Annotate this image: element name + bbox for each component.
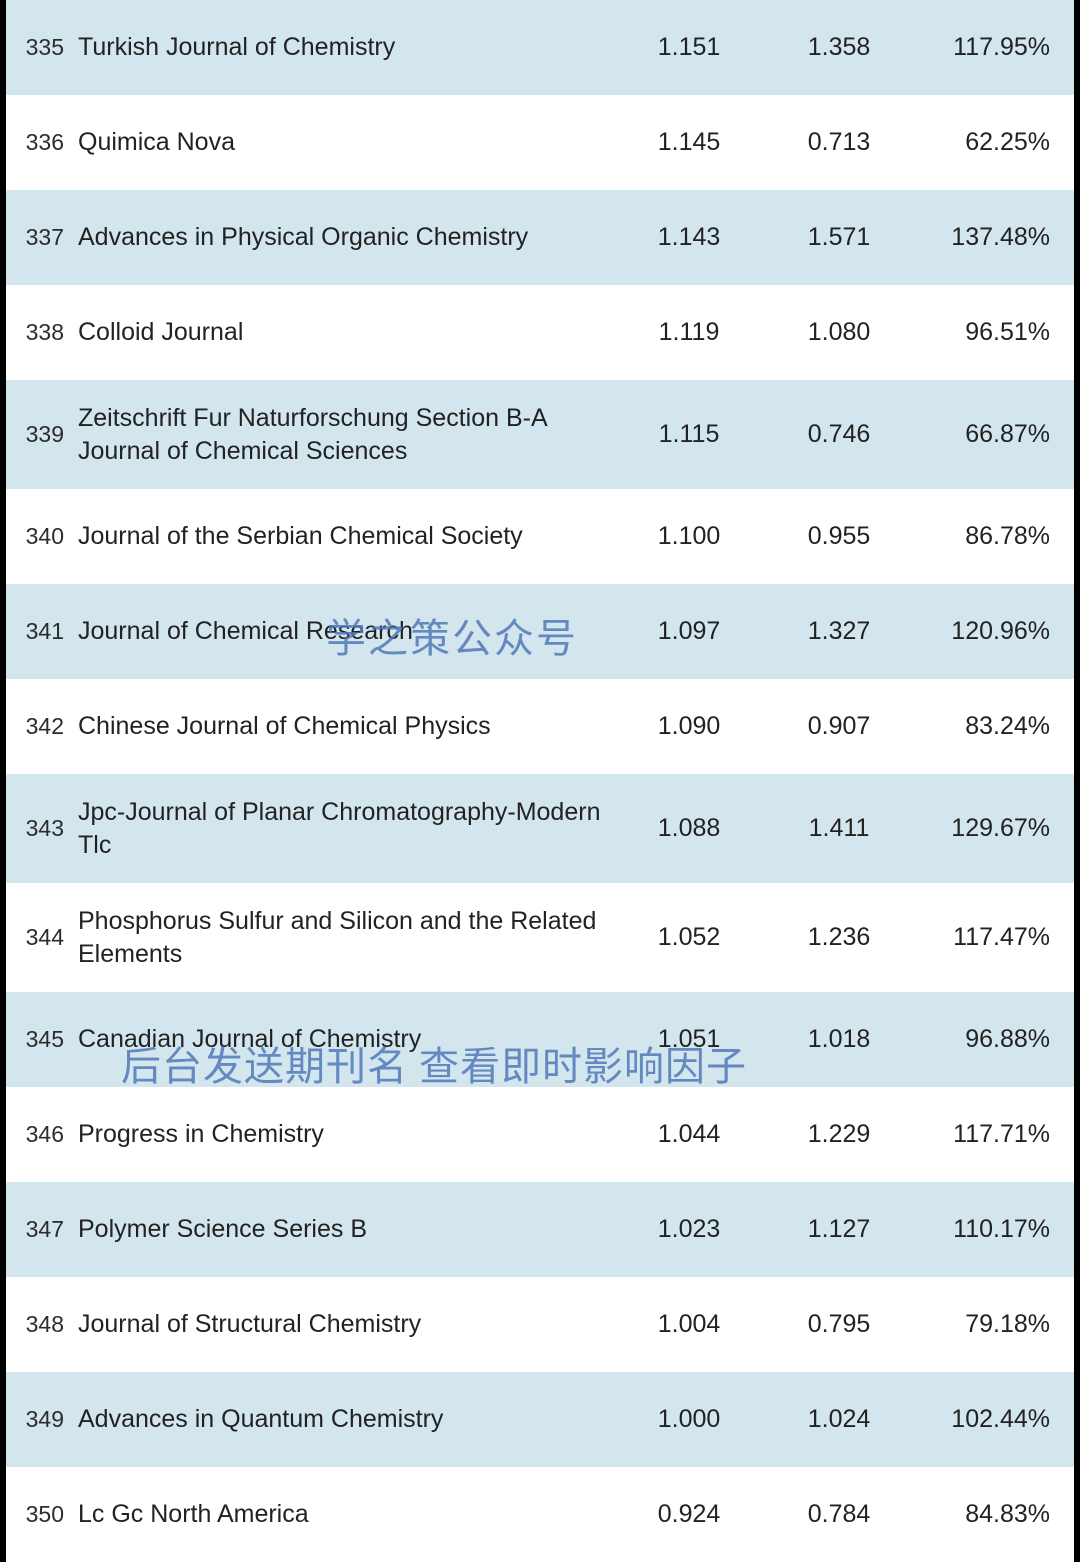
table-row: 337Advances in Physical Organic Chemistr… xyxy=(6,190,1074,285)
value1-cell: 0.924 xyxy=(614,1500,764,1529)
journal-rankings-table: 335Turkish Journal of Chemistry1.1511.35… xyxy=(6,0,1074,1562)
rank-cell: 345 xyxy=(6,1026,78,1053)
table-row: 349Advances in Quantum Chemistry1.0001.0… xyxy=(6,1372,1074,1467)
value1-cell: 1.100 xyxy=(614,522,764,551)
journal-name-cell: Journal of Structural Chemistry xyxy=(78,1308,614,1341)
rank-cell: 340 xyxy=(6,523,78,550)
value2-cell: 1.229 xyxy=(764,1120,914,1149)
table-row: 338Colloid Journal1.1191.08096.51% xyxy=(6,285,1074,380)
journal-name-cell: Colloid Journal xyxy=(78,316,614,349)
value2-cell: 1.327 xyxy=(764,617,914,646)
value1-cell: 1.119 xyxy=(614,318,764,347)
value2-cell: 0.795 xyxy=(764,1310,914,1339)
value2-cell: 1.571 xyxy=(764,223,914,252)
table-row: 335Turkish Journal of Chemistry1.1511.35… xyxy=(6,0,1074,95)
journal-name-cell: Journal of the Serbian Chemical Society xyxy=(78,520,614,553)
value1-cell: 1.044 xyxy=(614,1120,764,1149)
percent-cell: 137.48% xyxy=(914,223,1074,252)
table-row: 346Progress in Chemistry1.0441.229117.71… xyxy=(6,1087,1074,1182)
rank-cell: 343 xyxy=(6,815,78,842)
percent-cell: 62.25% xyxy=(914,128,1074,157)
journal-name-cell: Jpc-Journal of Planar Chromatography-Mod… xyxy=(78,796,614,861)
journal-name-cell: Phosphorus Sulfur and Silicon and the Re… xyxy=(78,905,614,970)
table-row: 347Polymer Science Series B1.0231.127110… xyxy=(6,1182,1074,1277)
rank-cell: 344 xyxy=(6,924,78,951)
value1-cell: 1.088 xyxy=(614,814,764,843)
rank-cell: 346 xyxy=(6,1121,78,1148)
percent-cell: 117.71% xyxy=(914,1120,1074,1149)
journal-name-cell: Canadian Journal of Chemistry xyxy=(78,1023,614,1056)
journal-name-cell: Progress in Chemistry xyxy=(78,1118,614,1151)
rank-cell: 339 xyxy=(6,421,78,448)
journal-name-cell: Journal of Chemical Research xyxy=(78,615,614,648)
table-row: 342Chinese Journal of Chemical Physics1.… xyxy=(6,679,1074,774)
value1-cell: 1.052 xyxy=(614,923,764,952)
table-row: 348Journal of Structural Chemistry1.0040… xyxy=(6,1277,1074,1372)
percent-cell: 117.95% xyxy=(914,33,1074,62)
percent-cell: 84.83% xyxy=(914,1500,1074,1529)
value1-cell: 1.051 xyxy=(614,1025,764,1054)
value2-cell: 0.713 xyxy=(764,128,914,157)
value2-cell: 1.127 xyxy=(764,1215,914,1244)
value1-cell: 1.115 xyxy=(614,420,764,449)
value1-cell: 1.143 xyxy=(614,223,764,252)
rank-cell: 350 xyxy=(6,1501,78,1528)
journal-name-cell: Zeitschrift Fur Naturforschung Section B… xyxy=(78,402,614,467)
value2-cell: 0.746 xyxy=(764,420,914,449)
percent-cell: 129.67% xyxy=(914,814,1074,843)
rank-cell: 342 xyxy=(6,713,78,740)
table-row: 344Phosphorus Sulfur and Silicon and the… xyxy=(6,883,1074,992)
percent-cell: 117.47% xyxy=(914,923,1074,952)
rank-cell: 347 xyxy=(6,1216,78,1243)
value2-cell: 1.236 xyxy=(764,923,914,952)
rank-cell: 348 xyxy=(6,1311,78,1338)
journal-name-cell: Advances in Quantum Chemistry xyxy=(78,1403,614,1436)
value1-cell: 1.023 xyxy=(614,1215,764,1244)
table-row: 350Lc Gc North America0.9240.78484.83% xyxy=(6,1467,1074,1562)
journal-name-cell: Turkish Journal of Chemistry xyxy=(78,31,614,64)
value1-cell: 1.090 xyxy=(614,712,764,741)
rank-cell: 336 xyxy=(6,129,78,156)
journal-table-page: 学之策公众号 后台发送期刊名 查看即时影响因子 335Turkish Journ… xyxy=(0,0,1080,1562)
value2-cell: 1.080 xyxy=(764,318,914,347)
table-row: 339Zeitschrift Fur Naturforschung Sectio… xyxy=(6,380,1074,489)
table-row: 336Quimica Nova1.1450.71362.25% xyxy=(6,95,1074,190)
rank-cell: 337 xyxy=(6,224,78,251)
journal-name-cell: Chinese Journal of Chemical Physics xyxy=(78,710,614,743)
value1-cell: 1.151 xyxy=(614,33,764,62)
table-row: 341Journal of Chemical Research1.0971.32… xyxy=(6,584,1074,679)
percent-cell: 86.78% xyxy=(914,522,1074,551)
percent-cell: 110.17% xyxy=(914,1215,1074,1244)
value2-cell: 1.358 xyxy=(764,33,914,62)
rank-cell: 341 xyxy=(6,618,78,645)
percent-cell: 96.88% xyxy=(914,1025,1074,1054)
table-row: 345Canadian Journal of Chemistry1.0511.0… xyxy=(6,992,1074,1087)
table-row: 340Journal of the Serbian Chemical Socie… xyxy=(6,489,1074,584)
journal-name-cell: Polymer Science Series B xyxy=(78,1213,614,1246)
value2-cell: 1.411 xyxy=(764,814,914,843)
value1-cell: 1.145 xyxy=(614,128,764,157)
value1-cell: 1.000 xyxy=(614,1405,764,1434)
percent-cell: 120.96% xyxy=(914,617,1074,646)
journal-name-cell: Lc Gc North America xyxy=(78,1498,614,1531)
percent-cell: 96.51% xyxy=(914,318,1074,347)
value2-cell: 1.018 xyxy=(764,1025,914,1054)
percent-cell: 66.87% xyxy=(914,420,1074,449)
value2-cell: 0.784 xyxy=(764,1500,914,1529)
percent-cell: 83.24% xyxy=(914,712,1074,741)
percent-cell: 102.44% xyxy=(914,1405,1074,1434)
value1-cell: 1.004 xyxy=(614,1310,764,1339)
value2-cell: 1.024 xyxy=(764,1405,914,1434)
journal-name-cell: Quimica Nova xyxy=(78,126,614,159)
rank-cell: 335 xyxy=(6,34,78,61)
rank-cell: 349 xyxy=(6,1406,78,1433)
journal-name-cell: Advances in Physical Organic Chemistry xyxy=(78,221,614,254)
value1-cell: 1.097 xyxy=(614,617,764,646)
value2-cell: 0.955 xyxy=(764,522,914,551)
rank-cell: 338 xyxy=(6,319,78,346)
value2-cell: 0.907 xyxy=(764,712,914,741)
percent-cell: 79.18% xyxy=(914,1310,1074,1339)
table-row: 343Jpc-Journal of Planar Chromatography-… xyxy=(6,774,1074,883)
